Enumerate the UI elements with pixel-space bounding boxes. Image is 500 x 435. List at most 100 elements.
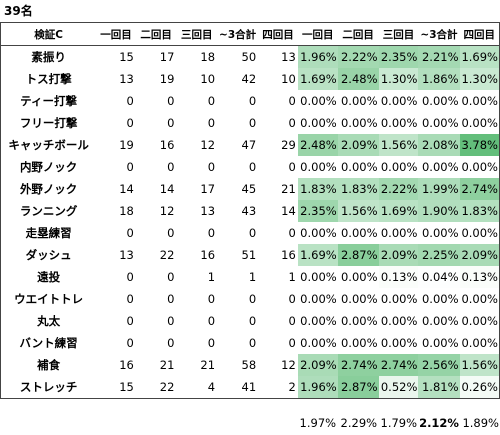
percent-cell: 1.56%	[337, 200, 379, 222]
percent-cell: 2.22%	[337, 45, 379, 68]
count-cell: 18	[119, 204, 134, 218]
percent-cell: 1.69%	[459, 45, 500, 68]
percent-cell: 1.69%	[297, 244, 338, 266]
table-row: 素振り 15 17 18 50 13 1.96% 2.22% 2.35% 2.21% 1.69%	[1, 45, 500, 68]
count-cell: 0	[126, 160, 134, 174]
count-cell: 0	[126, 270, 134, 284]
percent-cell: 0.00%	[337, 222, 379, 244]
percent-cell: 1.69%	[297, 68, 338, 90]
data-table: 検証C 一回目 二回目 三回目 ~3合計 四回目 一回目 二回目 三回目 ~3合計 四回目 素振り 1…	[0, 22, 500, 399]
percent-cell: 2.21%	[418, 45, 460, 68]
percent-cell: 0.00%	[297, 222, 338, 244]
percent-cell: 0.00%	[459, 332, 500, 354]
header-cell: 一回目	[297, 22, 338, 46]
count-cell: 17	[159, 50, 175, 64]
count-cell: 12	[159, 204, 175, 218]
percent-cell: 0.00%	[337, 156, 379, 178]
count-cell: 0	[248, 226, 257, 240]
percent-cell: 0.00%	[418, 156, 460, 178]
count-cell: 42	[241, 72, 257, 86]
row-label: ウエイトトレ	[14, 292, 84, 306]
row-label: ティー打撃	[20, 94, 77, 108]
count-cell: 0	[126, 226, 134, 240]
header-cell: 三回目	[378, 22, 419, 46]
percent-cell: 0.00%	[418, 288, 460, 310]
count-cell: 41	[241, 380, 257, 394]
row-label: ストレッチ	[19, 380, 78, 394]
percent-cell: 1.86%	[418, 68, 460, 90]
count-cell: 12	[200, 138, 216, 152]
row-label: 補食	[37, 358, 61, 372]
count-cell: 0	[167, 94, 175, 108]
count-cell: 0	[126, 314, 134, 328]
footer-row: 1.97% 2.29% 1.79% 2.12% 1.89%	[0, 412, 500, 434]
count-cell: 16	[200, 248, 216, 262]
count-cell: 14	[159, 182, 175, 196]
percent-cell: 0.00%	[297, 90, 338, 112]
row-label: 遠投	[37, 270, 61, 284]
percent-cell: 0.00%	[418, 112, 460, 134]
row-label: フリー打撃	[19, 116, 78, 130]
table-row: 遠投 0 0 1 1 1 0.00% 0.00% 0.13% 0.04% 0.13%	[1, 266, 500, 288]
count-cell: 10	[200, 72, 216, 86]
percent-cell: 0.13%	[378, 266, 419, 288]
percent-cell: 2.35%	[378, 45, 419, 68]
percent-cell: 0.00%	[378, 288, 419, 310]
percent-cell: 0.00%	[418, 332, 460, 354]
percent-cell: 1.56%	[378, 134, 419, 156]
percent-cell: 1.81%	[418, 376, 460, 399]
sheet-label: 39名	[4, 4, 33, 18]
count-cell: 21	[281, 182, 296, 196]
count-cell: 0	[126, 336, 134, 350]
count-cell: 15	[119, 50, 134, 64]
percent-cell: 0.13%	[459, 266, 500, 288]
count-cell: 13	[200, 204, 216, 218]
count-cell: 21	[200, 358, 216, 372]
percent-cell: 0.00%	[459, 156, 500, 178]
count-cell: 45	[241, 182, 257, 196]
percent-cell: 2.48%	[297, 134, 338, 156]
count-cell: 17	[200, 182, 216, 196]
count-cell: 0	[248, 94, 257, 108]
percent-cell: 0.00%	[459, 310, 500, 332]
table-row: 補食 16 21 21 58 12 2.09% 2.74% 2.74% 2.56% 1.56%	[1, 354, 500, 376]
percent-cell: 1.69%	[378, 200, 419, 222]
percent-cell: 0.00%	[378, 222, 419, 244]
percent-cell: 2.74%	[378, 354, 419, 376]
header-cell: 一回目	[96, 22, 136, 46]
percent-cell: 0.26%	[459, 376, 500, 399]
table-row: キャッチボール 19 16 12 47 29 2.48% 2.09% 1.56% 2.08% 3.7…	[1, 134, 500, 156]
percent-cell: 0.00%	[297, 266, 338, 288]
count-cell: 0	[167, 116, 175, 130]
count-cell: 43	[241, 204, 257, 218]
percent-cell: 0.00%	[337, 90, 379, 112]
percent-cell: 2.74%	[337, 354, 379, 376]
percent-cell: 1.30%	[459, 68, 500, 90]
header-cell: ~3合計	[217, 22, 259, 46]
percent-cell: 1.56%	[459, 354, 500, 376]
header-cell: 三回目	[176, 22, 218, 46]
row-label: ランニング	[19, 204, 78, 218]
count-cell: 13	[281, 50, 296, 64]
percent-cell: 1.83%	[297, 178, 338, 200]
row-label: 外野ノック	[19, 182, 78, 196]
header-cell: 検証C	[0, 22, 97, 46]
footer-cell: 2.29%	[340, 416, 378, 430]
count-cell: 0	[207, 336, 216, 350]
table-row: ストレッチ 15 22 4 41 2 1.96% 2.87% 0.52% 1.81% 0.26%	[1, 376, 500, 399]
percent-cell: 0.00%	[418, 222, 460, 244]
percent-cell: 0.00%	[378, 332, 419, 354]
count-cell: 0	[207, 160, 216, 174]
count-cell: 0	[288, 116, 296, 130]
table-row: ティー打撃 0 0 0 0 0 0.00% 0.00% 0.00% 0.00% 0.00%	[1, 90, 500, 112]
header-cell: 二回目	[337, 22, 379, 46]
count-cell: 0	[248, 160, 257, 174]
percent-cell: 3.78%	[459, 134, 500, 156]
percent-cell: 2.87%	[337, 376, 379, 399]
count-cell: 0	[167, 226, 175, 240]
percent-cell: 0.00%	[297, 310, 338, 332]
footer-cell: 1.89%	[462, 416, 499, 430]
count-cell: 18	[200, 50, 216, 64]
percent-cell: 0.00%	[459, 288, 500, 310]
count-cell: 15	[119, 380, 134, 394]
